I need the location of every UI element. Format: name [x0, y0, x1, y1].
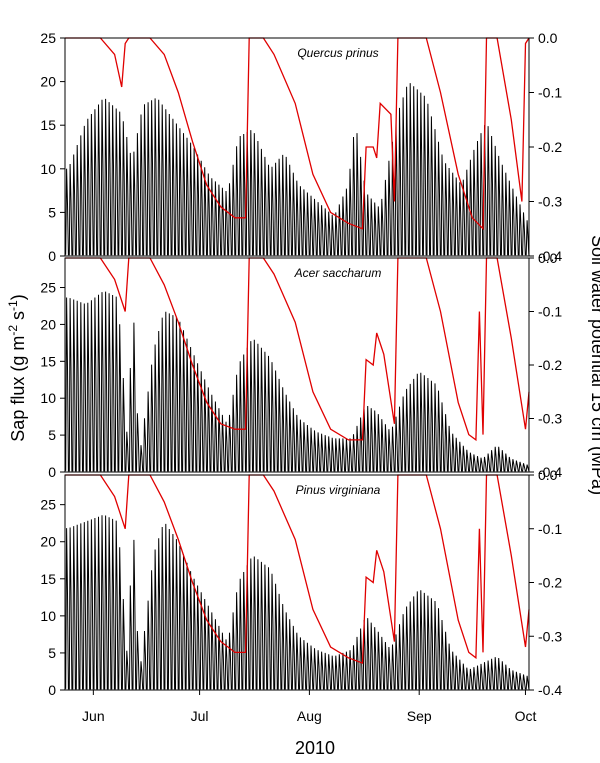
- right-tick-label: 0.0: [538, 467, 558, 483]
- chart-panels: 0 5 10 15 20 25 -0.4 -0.3 -0.2 -0.1 0.0 Quercus pri…: [40, 30, 562, 698]
- right-tick-label: -0.4: [538, 464, 562, 480]
- left-tick-label: 0: [48, 464, 56, 480]
- right-tick-label: -0.1: [538, 304, 562, 320]
- soil-water-series-0: [65, 37, 530, 231]
- panel-1: 0 5 10 15 20 25 -0.4 -0.3 -0.2 -0.1 0.0 Acer saccha…: [40, 250, 562, 480]
- panel-0: 0 5 10 15 20 25 -0.4 -0.3 -0.2 -0.1 0.0 Quercus pri…: [40, 30, 562, 264]
- right-tick-label: -0.3: [538, 194, 562, 210]
- soil-water-series-1: [65, 257, 530, 442]
- right-tick-label: -0.2: [538, 357, 562, 373]
- x-tick-label: Oct: [515, 708, 537, 724]
- right-tick-label: -0.1: [538, 85, 562, 101]
- left-tick-label: 15: [40, 117, 56, 133]
- x-tick-label: Aug: [297, 708, 322, 724]
- left-tick-label: 0: [48, 682, 56, 698]
- left-tick-label: 25: [40, 497, 56, 513]
- right-tick-label: -0.2: [538, 575, 562, 591]
- x-tick-label: Sep: [407, 708, 432, 724]
- right-tick-label: 0.0: [538, 250, 558, 266]
- sap-flux-series-2: [65, 515, 530, 690]
- right-tick-label: -0.3: [538, 628, 562, 644]
- panel-2: 0 5 10 15 20 25 -0.4 -0.3 -0.2 -0.1 0.0 Pinus virgi…: [40, 467, 562, 698]
- right-tick-label: -0.3: [538, 411, 562, 427]
- y-axis-left-title: Sap flux (g m-2 s-1): [6, 294, 28, 441]
- x-tick-label: Jul: [191, 708, 209, 724]
- y-axis-right-title: Soil water potential 15 cm (MPa): [588, 235, 600, 495]
- x-tick-label: Jun: [82, 708, 105, 724]
- species-label: Pinus virginiana: [296, 483, 381, 497]
- soil-water-series-2: [65, 474, 530, 665]
- left-tick-label: 20: [40, 534, 56, 550]
- left-tick-label: 5: [48, 204, 56, 220]
- left-tick-label: 10: [40, 161, 56, 177]
- left-tick-label: 5: [48, 645, 56, 661]
- left-tick-label: 10: [40, 390, 56, 406]
- right-tick-label: -0.4: [538, 682, 562, 698]
- species-label: Acer saccharum: [294, 266, 382, 280]
- x-axis: Jun Jul Aug Sep Oct: [82, 690, 536, 724]
- left-tick-label: 25: [40, 30, 56, 46]
- left-tick-label: 20: [40, 74, 56, 90]
- left-tick-label: 0: [48, 248, 56, 264]
- sap-flux-series-1: [65, 291, 530, 472]
- species-label: Quercus prinus: [297, 46, 378, 60]
- sap-flux-series-0: [65, 83, 530, 256]
- left-tick-label: 15: [40, 353, 56, 369]
- right-tick-label: -0.1: [538, 521, 562, 537]
- left-tick-label: 5: [48, 427, 56, 443]
- left-tick-label: 15: [40, 571, 56, 587]
- x-axis-title: 2010: [295, 738, 335, 758]
- left-tick-label: 20: [40, 316, 56, 332]
- right-tick-label: -0.4: [538, 248, 562, 264]
- left-tick-label: 10: [40, 608, 56, 624]
- right-tick-label: -0.2: [538, 139, 562, 155]
- right-tick-label: 0.0: [538, 30, 558, 46]
- left-tick-label: 25: [40, 280, 56, 296]
